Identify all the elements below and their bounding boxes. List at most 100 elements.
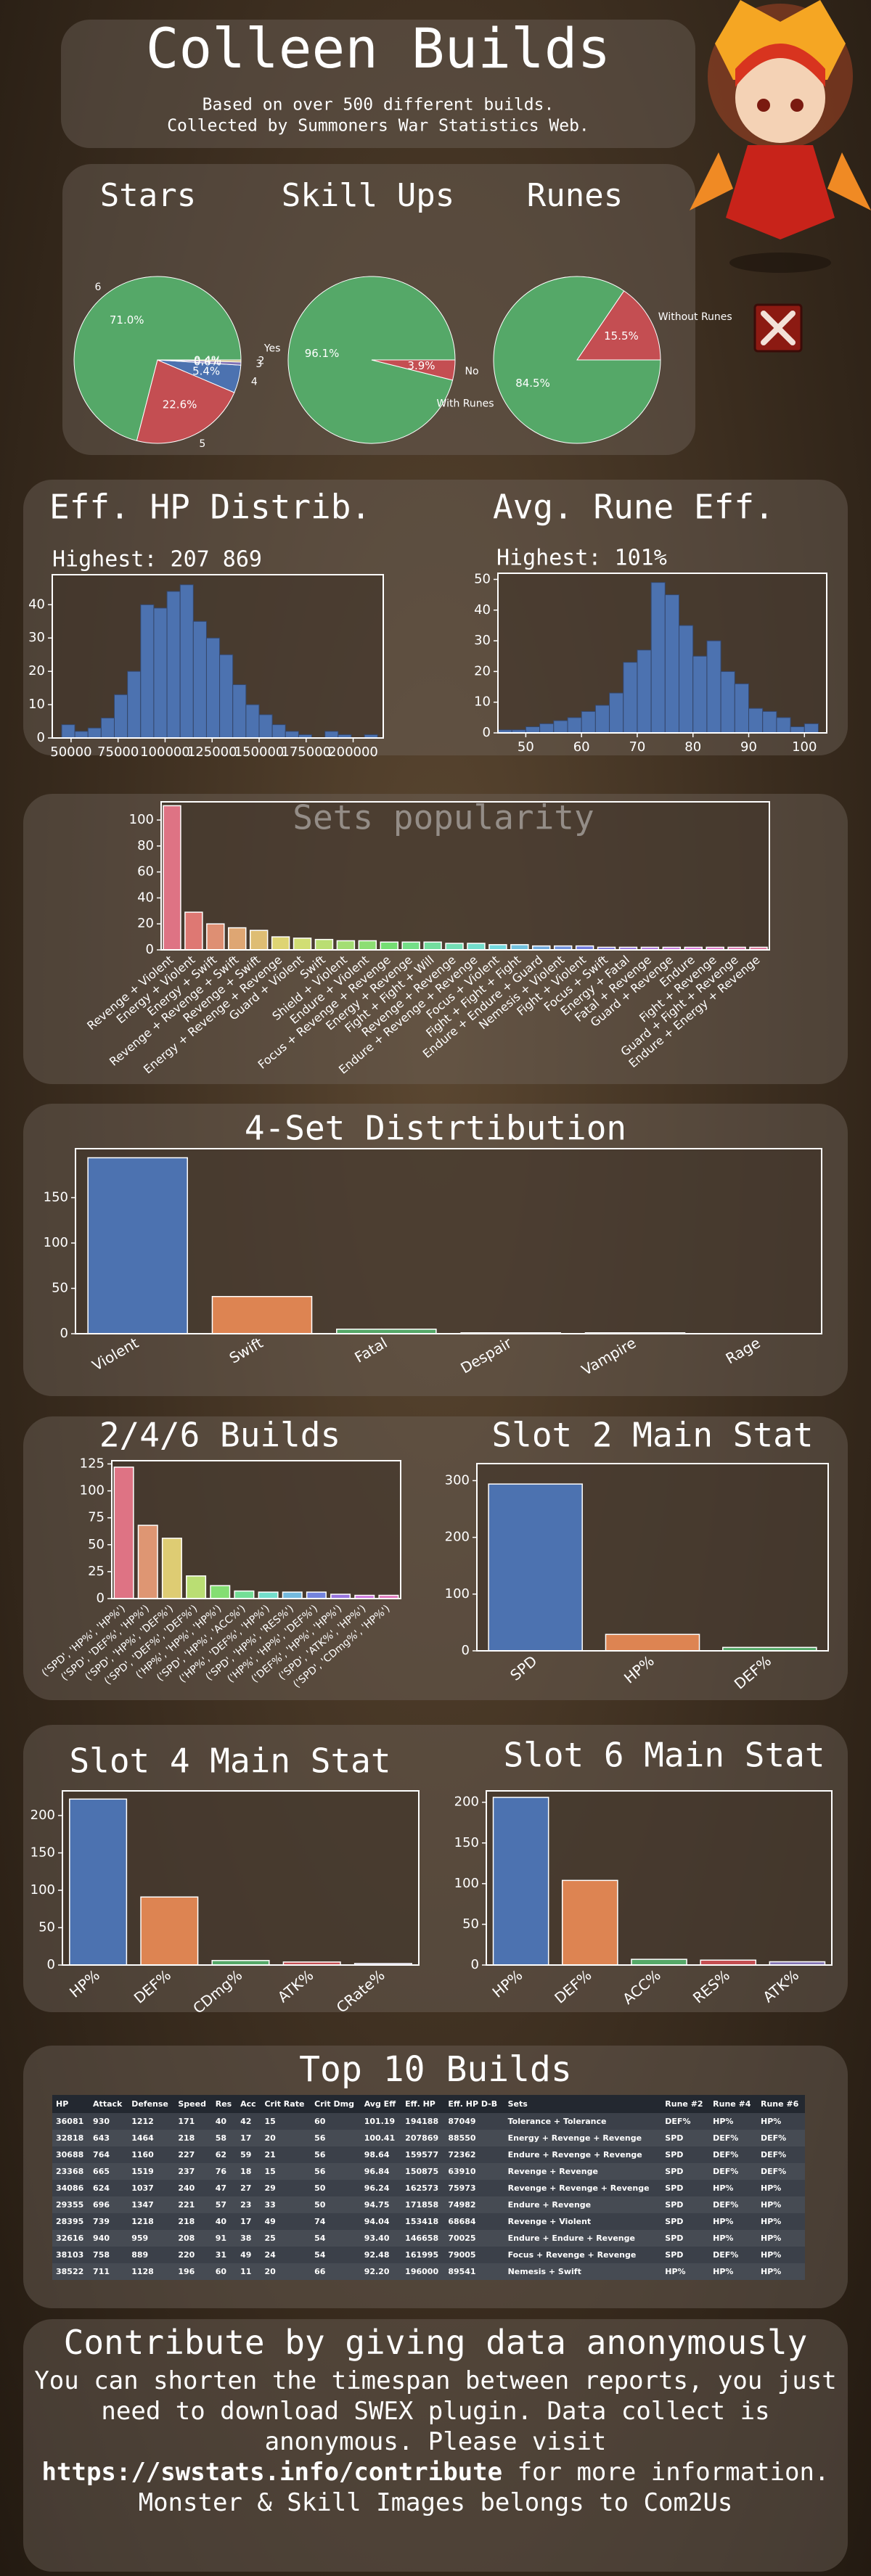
histogram-bar xyxy=(720,670,735,734)
y-tick-label: 0 xyxy=(471,1957,479,1972)
plot-border xyxy=(486,1790,833,1966)
chart-title: Stars xyxy=(100,177,196,214)
column-header: Attack xyxy=(89,2095,128,2113)
column-header: Avg Eff xyxy=(360,2095,402,2113)
y-tick-label: 200 xyxy=(454,1794,479,1810)
annotation: Highest: 101% xyxy=(496,546,667,571)
table-cell: 624 xyxy=(89,2180,128,2196)
table-cell: Endure + Revenge xyxy=(504,2196,662,2213)
table-cell: Endure + Revenge + Revenge xyxy=(504,2146,662,2163)
y-tick-label: 40 xyxy=(28,596,45,612)
histogram-bar xyxy=(258,714,273,739)
table-cell: 17 xyxy=(237,2213,261,2230)
bar xyxy=(140,1896,199,1966)
table-cell: HP% xyxy=(757,2263,805,2280)
y-tick-label: 100 xyxy=(80,1483,105,1498)
table-cell: HP% xyxy=(757,2230,805,2247)
histogram-bar xyxy=(776,717,791,734)
table-cell: 1128 xyxy=(128,2263,175,2280)
chart-title: Avg. Rune Eff. xyxy=(493,488,774,527)
table-cell: 38522 xyxy=(52,2263,90,2280)
pie-slice xyxy=(157,359,242,363)
histogram-bar xyxy=(271,724,286,739)
bar xyxy=(445,943,464,951)
table-cell: 58 xyxy=(211,2130,237,2146)
table-cell: 218 xyxy=(174,2213,212,2230)
bar xyxy=(380,941,398,951)
table-cell: 150875 xyxy=(401,2163,445,2180)
x-tick-label: 80 xyxy=(684,739,701,755)
table-cell: HP% xyxy=(661,2263,710,2280)
table-cell: DEF% xyxy=(661,2113,710,2130)
table-cell: 1037 xyxy=(128,2180,175,2196)
table-cell: 20 xyxy=(261,2263,311,2280)
y-tick-label: 0 xyxy=(47,1957,55,1972)
histogram-bar xyxy=(153,607,168,739)
y-tick-label: 0 xyxy=(97,1591,105,1606)
table-cell: 15 xyxy=(261,2163,311,2180)
table-cell: 66 xyxy=(311,2263,361,2280)
table-cell: HP% xyxy=(709,2213,757,2230)
column-header: Acc xyxy=(237,2095,261,2113)
table-cell: HP% xyxy=(757,2247,805,2263)
table-cell: Revenge + Revenge xyxy=(504,2163,662,2180)
y-tick-label: 0 xyxy=(483,725,491,740)
table-cell: 89541 xyxy=(444,2263,504,2280)
table-cell: 17 xyxy=(237,2130,261,2146)
x-tick-label: SPD xyxy=(507,1652,540,1684)
bar xyxy=(210,1585,231,1599)
table-row: 30688 764 1160 227 62 59 21 56 98.64 159577 72362 E… xyxy=(52,2146,805,2163)
x-tick-label: DEF% xyxy=(731,1652,774,1693)
bar xyxy=(306,1591,327,1599)
slice-label: 4 xyxy=(251,377,258,388)
y-tick-label: 40 xyxy=(137,890,154,905)
histogram-bar xyxy=(609,692,624,734)
table-cell: 227 xyxy=(174,2146,212,2163)
table-cell: HP% xyxy=(709,2180,757,2196)
bar xyxy=(510,944,529,951)
table-cell: 24 xyxy=(261,2247,311,2263)
table-cell: 32818 xyxy=(52,2130,90,2146)
table-cell: 32616 xyxy=(52,2230,90,2247)
bar xyxy=(488,944,507,951)
slice-value-label: 22.6% xyxy=(163,398,197,411)
column-header: Res xyxy=(211,2095,237,2113)
table-cell: 42 xyxy=(237,2113,261,2130)
x-tick-label: ATK% xyxy=(759,1966,802,2006)
table-cell: 87049 xyxy=(444,2113,504,2130)
histogram-bar xyxy=(179,584,194,739)
y-tick-label: 10 xyxy=(28,697,45,712)
table-cell: 62 xyxy=(211,2146,237,2163)
slice-label: No xyxy=(465,366,479,377)
table-cell: 221 xyxy=(174,2196,212,2213)
y-tick-label: 80 xyxy=(137,838,154,853)
table-cell: 94.04 xyxy=(360,2213,402,2230)
histogram-bar xyxy=(664,594,680,734)
table-row: 29355 696 1347 221 57 23 33 50 94.75 171858 74982 E… xyxy=(52,2196,805,2213)
bar xyxy=(228,927,247,951)
table-cell: 162573 xyxy=(401,2180,445,2196)
histogram-bar xyxy=(692,655,708,734)
table-cell: 171858 xyxy=(401,2196,445,2213)
y-tick-label: 100 xyxy=(30,1882,55,1898)
bar xyxy=(161,1538,182,1599)
table-cell: 88550 xyxy=(444,2130,504,2146)
slice-value-label: 0.4% xyxy=(194,353,221,366)
table-cell: 57 xyxy=(211,2196,237,2213)
table-cell: 21 xyxy=(261,2146,311,2163)
table-cell: 91 xyxy=(211,2230,237,2247)
footer-link[interactable]: https://swstats.info/contribute xyxy=(41,2458,503,2487)
builds-table: HP Attack Defense Speed Res Acc Crit Rate Crit … xyxy=(52,2095,805,2280)
histogram-bar xyxy=(285,731,299,739)
y-tick-label: 50 xyxy=(52,1281,68,1296)
y-tick-label: 30 xyxy=(474,633,491,648)
slice-label: Yes xyxy=(263,343,281,355)
y-tick-label: 100 xyxy=(454,1876,479,1891)
table-cell: 56 xyxy=(311,2130,361,2146)
page-title: Colleen Builds xyxy=(146,16,611,81)
histogram-bar xyxy=(87,727,102,739)
table-cell: DEF% xyxy=(757,2163,805,2180)
x-tick-label: Despair xyxy=(457,1334,515,1377)
footer-credit: Monster & Skill Images belongs to Com2Us xyxy=(138,2488,733,2517)
